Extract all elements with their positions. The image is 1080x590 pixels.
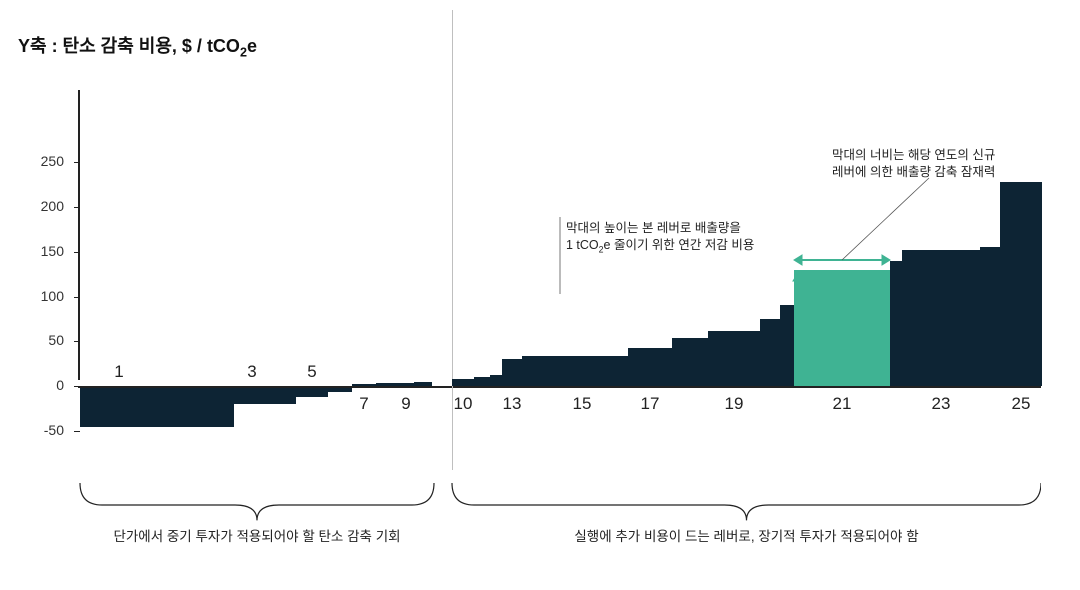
x-label: 21 bbox=[833, 394, 852, 414]
y-tick: 150 bbox=[24, 243, 64, 259]
bar bbox=[902, 250, 980, 386]
bar bbox=[376, 383, 398, 386]
bar bbox=[672, 338, 708, 386]
bar bbox=[1000, 182, 1042, 386]
section-label-right: 실행에 추가 비용이 드는 레버로, 장기적 투자가 적용되어야 함 bbox=[452, 525, 1041, 545]
bar bbox=[780, 305, 794, 386]
bar bbox=[296, 388, 328, 397]
bar bbox=[592, 356, 628, 386]
bar bbox=[760, 319, 780, 386]
x-label: 10 bbox=[454, 394, 473, 414]
bar bbox=[490, 375, 502, 386]
x-label: 5 bbox=[307, 362, 316, 382]
x-label: 9 bbox=[401, 394, 410, 414]
annotation-width: 막대의 너비는 해당 연도의 신규레버에 의한 배출량 감축 잠재력 bbox=[832, 147, 995, 181]
x-label: 23 bbox=[932, 394, 951, 414]
annotation-height: 막대의 높이는 본 레버로 배출량을1 tCO2e 줄이기 위한 연간 저감 비… bbox=[566, 220, 754, 256]
macc-chart: -50050100150200250135791013151719212325막… bbox=[68, 80, 1041, 560]
x-label: 19 bbox=[725, 394, 744, 414]
bar bbox=[398, 383, 414, 386]
x-label: 15 bbox=[573, 394, 592, 414]
y-tick: 100 bbox=[24, 288, 64, 304]
bar-highlight bbox=[794, 270, 890, 386]
bar bbox=[270, 388, 296, 404]
y-tick: 200 bbox=[24, 198, 64, 214]
bar bbox=[628, 348, 672, 386]
bar bbox=[890, 261, 902, 386]
x-label: 17 bbox=[641, 394, 660, 414]
bar bbox=[158, 388, 234, 427]
y-axis bbox=[78, 90, 80, 380]
bar bbox=[502, 359, 522, 386]
bar bbox=[234, 388, 270, 404]
bar bbox=[452, 379, 474, 386]
bar bbox=[980, 247, 1000, 386]
y-tick: 50 bbox=[24, 332, 64, 348]
bar bbox=[522, 356, 572, 386]
x-label: 7 bbox=[359, 394, 368, 414]
bar bbox=[80, 388, 158, 427]
y-tick: -50 bbox=[24, 422, 64, 438]
x-label: 1 bbox=[114, 362, 123, 382]
bar bbox=[572, 356, 592, 386]
x-label: 3 bbox=[247, 362, 256, 382]
bar bbox=[414, 382, 432, 386]
y-axis-title: Y축 : 탄소 감축 비용, $ / tCO2e bbox=[18, 32, 257, 60]
x-label: 13 bbox=[503, 394, 522, 414]
bar bbox=[708, 331, 760, 386]
bar bbox=[352, 384, 376, 386]
x-label: 25 bbox=[1012, 394, 1031, 414]
bar bbox=[474, 377, 490, 386]
bar bbox=[328, 388, 352, 392]
y-tick: 250 bbox=[24, 153, 64, 169]
y-tick: 0 bbox=[24, 377, 64, 393]
section-label-left: 단가에서 중기 투자가 적용되어야 할 탄소 감축 기회 bbox=[80, 525, 434, 545]
